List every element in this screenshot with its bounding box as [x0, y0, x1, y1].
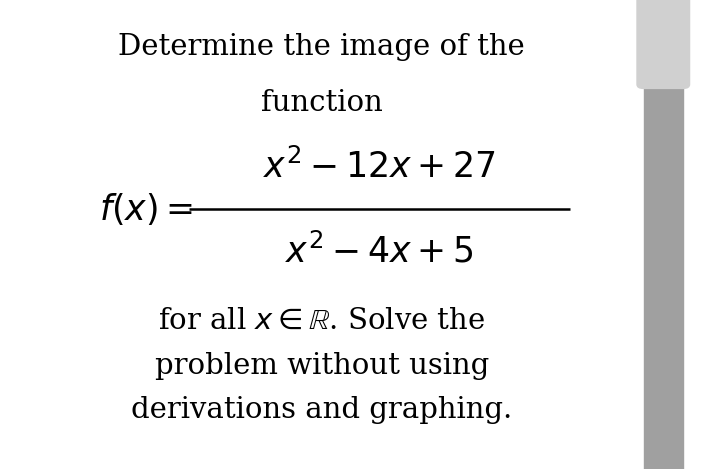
FancyBboxPatch shape: [636, 0, 690, 89]
Text: Determine the image of the: Determine the image of the: [119, 33, 525, 61]
Text: derivations and graphing.: derivations and graphing.: [131, 396, 513, 424]
Bar: [644, 0, 683, 469]
Text: $x^2 - 12x + 27$: $x^2 - 12x + 27$: [263, 148, 495, 185]
Text: problem without using: problem without using: [155, 352, 489, 380]
Text: $x^2 - 4x + 5$: $x^2 - 4x + 5$: [285, 233, 474, 269]
Text: function: function: [261, 89, 383, 117]
Text: for all $x \in \mathbb{R}$. Solve the: for all $x \in \mathbb{R}$. Solve the: [158, 307, 485, 335]
Text: $f(x) =$: $f(x) =$: [99, 191, 193, 227]
